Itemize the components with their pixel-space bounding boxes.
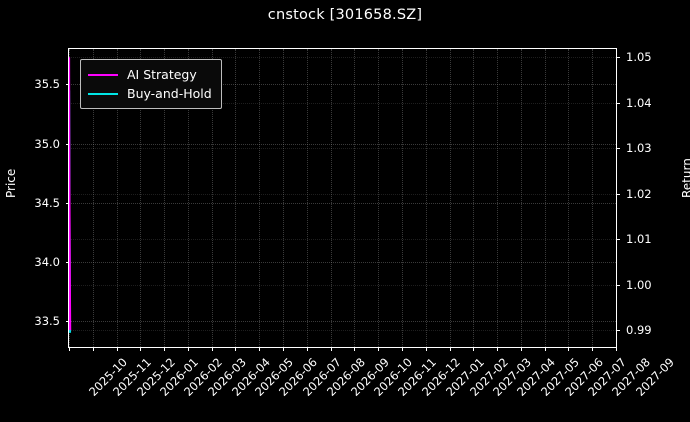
legend-label-buy-and-hold: Buy-and-Hold [127, 86, 212, 101]
gridline-vertical [378, 49, 380, 347]
x-tick [378, 347, 380, 351]
y-ticklabel-right: 1.03 [626, 141, 652, 156]
x-tick [211, 347, 213, 351]
series-line-ai-strategy [69, 57, 70, 330]
gridline-vertical [235, 49, 237, 347]
y-axis-right-ticklabels: 0.99 1.00 1.01 1.02 1.03 1.04 1.05 [626, 48, 686, 348]
gridline-vertical [449, 49, 451, 347]
gridlines [69, 49, 616, 347]
y-tick-right [616, 102, 620, 104]
x-axis-ticklabels: 2025-10 2025-11 2025-12 2026-01 2026-02 2026-… [0, 355, 690, 422]
x-tick [69, 347, 70, 351]
y-tick-left [65, 202, 69, 204]
gridline-vertical [92, 49, 94, 347]
x-tick [283, 347, 285, 351]
x-tick [330, 347, 332, 351]
gridline-horizontal-right [69, 148, 616, 150]
gridline-vertical [164, 49, 166, 347]
x-tick [401, 347, 403, 351]
x-tick [425, 347, 427, 351]
y-tick-left [65, 320, 69, 322]
gridline-vertical [330, 49, 332, 347]
y-axis-left-ticklabels: 33.5 34.0 34.5 35.0 35.5 [0, 48, 60, 348]
gridline-vertical [283, 49, 285, 347]
x-tick [449, 347, 451, 351]
x-tick [187, 347, 189, 351]
x-tick [592, 347, 594, 351]
gridline-vertical [187, 49, 189, 347]
y-ticklabel-left: 33.5 [34, 313, 60, 328]
y-ticklabel-left: 35.5 [34, 77, 60, 92]
legend-entry-ai-strategy: AI Strategy [88, 65, 212, 84]
y-tick-left [65, 143, 69, 145]
y-ticklabel-right: 1.01 [626, 232, 652, 247]
y-tick-right [616, 193, 620, 195]
gridline-vertical [116, 49, 118, 347]
gridline-vertical [140, 49, 142, 347]
y-tick-left [65, 261, 69, 263]
x-tick [568, 347, 570, 351]
gridline-vertical [425, 49, 427, 347]
gridline-vertical [473, 49, 475, 347]
gridline-horizontal-right [69, 57, 616, 59]
y-tick-right [616, 148, 620, 150]
gridline-vertical [544, 49, 546, 347]
y-tick-right [616, 330, 620, 332]
plot-area: AI Strategy Buy-and-Hold [65, 48, 620, 351]
gridline-horizontal [69, 320, 616, 322]
gridline-horizontal [69, 202, 616, 204]
gridline-vertical [497, 49, 499, 347]
x-tick [140, 347, 142, 351]
x-tick [306, 347, 308, 351]
gridline-vertical [592, 49, 594, 347]
y-ticklabel-right: 1.02 [626, 186, 652, 201]
x-tick [544, 347, 546, 351]
gridline-horizontal-right [69, 193, 616, 195]
x-tick [497, 347, 499, 351]
y-ticklabel-left: 34.5 [34, 195, 60, 210]
y-ticklabel-right: 0.99 [626, 323, 652, 338]
x-tick [116, 347, 118, 351]
x-tick [164, 347, 166, 351]
gridline-vertical [568, 49, 570, 347]
x-tick [259, 347, 261, 351]
y-tick-left [65, 84, 69, 86]
gridline-horizontal-right [69, 330, 616, 332]
gridline-horizontal [69, 143, 616, 145]
gridline-horizontal [69, 84, 616, 86]
legend-swatch-buy-and-hold [88, 92, 118, 95]
y-tick-right [616, 284, 620, 286]
gridline-vertical [401, 49, 403, 347]
y-ticklabel-right: 1.04 [626, 95, 652, 110]
x-tick [235, 347, 237, 351]
data-lines [69, 49, 616, 347]
chart-legend: AI Strategy Buy-and-Hold [80, 59, 222, 109]
y-ticklabel-right: 1.00 [626, 277, 652, 292]
gridline-vertical [520, 49, 522, 347]
chart-title: cnstock [301658.SZ] [267, 7, 423, 23]
y-tick-right [616, 239, 620, 241]
x-tick [354, 347, 356, 351]
gridline-vertical [306, 49, 308, 347]
gridline-horizontal-right [69, 239, 616, 241]
x-tick [520, 347, 522, 351]
gridline-vertical [211, 49, 213, 347]
legend-entry-buy-and-hold: Buy-and-Hold [88, 84, 212, 103]
gridline-horizontal-right [69, 102, 616, 104]
y-ticklabel-left: 35.0 [34, 136, 60, 151]
y-ticklabel-left: 34.0 [34, 254, 60, 269]
gridline-horizontal [69, 261, 616, 263]
x-tick [616, 347, 617, 351]
legend-swatch-ai-strategy [88, 73, 118, 76]
gridline-horizontal-right [69, 284, 616, 286]
gridline-vertical [354, 49, 356, 347]
x-tick [473, 347, 475, 351]
legend-label-ai-strategy: AI Strategy [127, 67, 197, 82]
x-tick [92, 347, 94, 351]
gridline-vertical [259, 49, 261, 347]
y-tick-right [616, 57, 620, 59]
y-ticklabel-right: 1.05 [626, 50, 652, 65]
